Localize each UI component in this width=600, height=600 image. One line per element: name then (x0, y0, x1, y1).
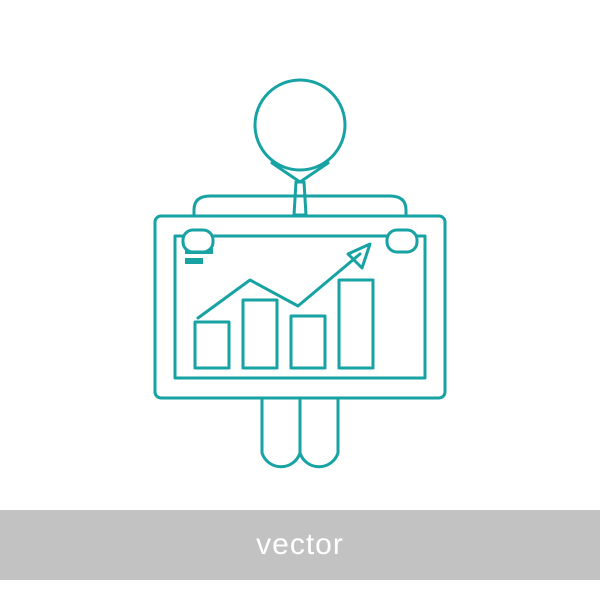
canvas: vector (0, 0, 600, 600)
footer-bar: vector (0, 510, 600, 580)
footer-label: vector (256, 528, 344, 562)
